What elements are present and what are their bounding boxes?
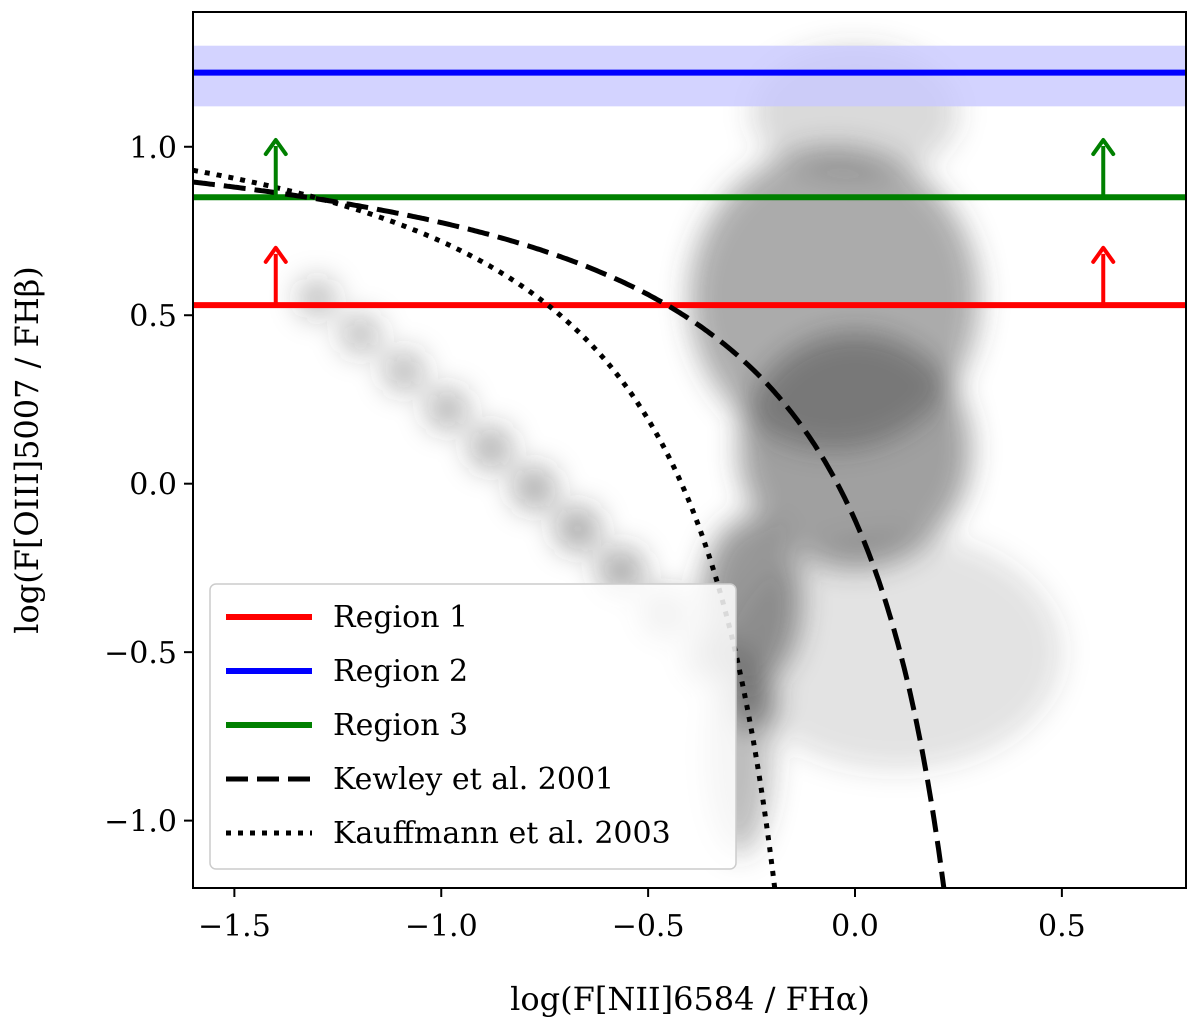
y-tick-label: 1.0 [129,131,177,166]
legend: Region 1 Region 2 Region 3 Kewley et al. 20… [209,583,737,870]
density-blob [382,349,426,393]
x-tick-label: −1.0 [405,909,478,944]
density-blob [730,534,1062,771]
density-blob [511,464,558,511]
y-ticks: −1.0 −0.5 0.0 0.5 1.0 [104,131,193,840]
x-tick-label: 0.0 [831,909,879,944]
legend-label: Region 3 [333,708,468,743]
arrow-layer [263,138,1116,306]
region-arrow-head [1091,245,1116,264]
x-axis-label: log(F[NII]6584 / FHα) [510,980,870,1018]
region-arrow-head [263,138,288,157]
density-blob [468,425,514,471]
legend-label: Kauffmann et al. 2003 [333,816,671,851]
y-tick-label: 0.5 [129,299,177,334]
region-band [193,45,1186,107]
axes-frame [192,11,1187,889]
y-tick-label: 0.0 [129,468,177,503]
x-tick-label: −1.5 [198,909,271,944]
density-blob [597,546,646,595]
region-arrow-head [1091,138,1116,157]
y-tick-label: −0.5 [104,636,177,671]
y-axis-label: log(F[OIII]5007 / FHβ) [8,266,46,633]
x-tick-label: −0.5 [612,909,685,944]
density-blob [339,313,382,355]
density-blob [425,387,470,431]
plot-area [193,45,1186,888]
y-tick-label: −1.0 [104,805,177,840]
density-background [297,45,1062,855]
x-ticks: −1.5 −1.0 −0.5 0.0 0.5 [198,888,1086,944]
legend-label: Region 2 [333,654,468,689]
density-blob [297,278,338,319]
x-tick-label: 0.5 [1038,909,1086,944]
legend-box [209,583,737,870]
density-blob [725,676,778,729]
region-arrow-head [263,245,288,264]
legend-label: Kewley et al. 2001 [333,762,614,797]
legend-label: Region 1 [333,600,468,635]
density-blob [739,332,971,568]
density-blob [554,505,602,553]
